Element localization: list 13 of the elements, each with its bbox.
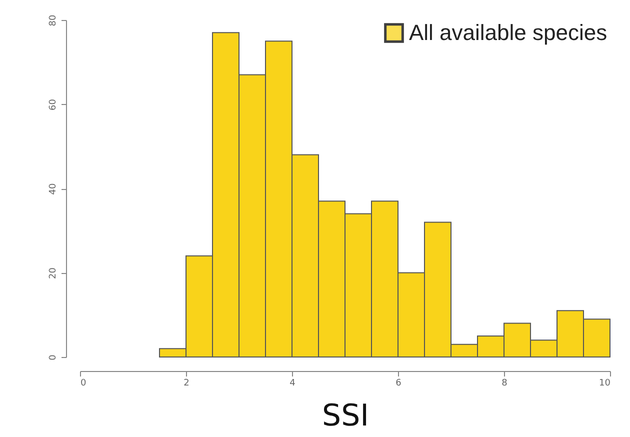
y-tick-label: 0 xyxy=(48,354,58,360)
x-axis-title: SSI xyxy=(322,398,369,434)
x-tick-label: 10 xyxy=(599,378,611,388)
x-tick-label: 2 xyxy=(184,378,190,388)
y-tick-label: 20 xyxy=(48,267,58,279)
y-tick-label: 80 xyxy=(48,14,58,26)
x-tick-label: 8 xyxy=(502,378,508,388)
x-tick-label: 4 xyxy=(290,378,296,388)
legend-label: All available species xyxy=(409,20,608,45)
y-tick-label: 60 xyxy=(48,98,58,110)
x-tick-label: 6 xyxy=(396,378,402,388)
x-tick-label: 0 xyxy=(80,378,86,388)
y-tick-label: 40 xyxy=(48,183,58,195)
